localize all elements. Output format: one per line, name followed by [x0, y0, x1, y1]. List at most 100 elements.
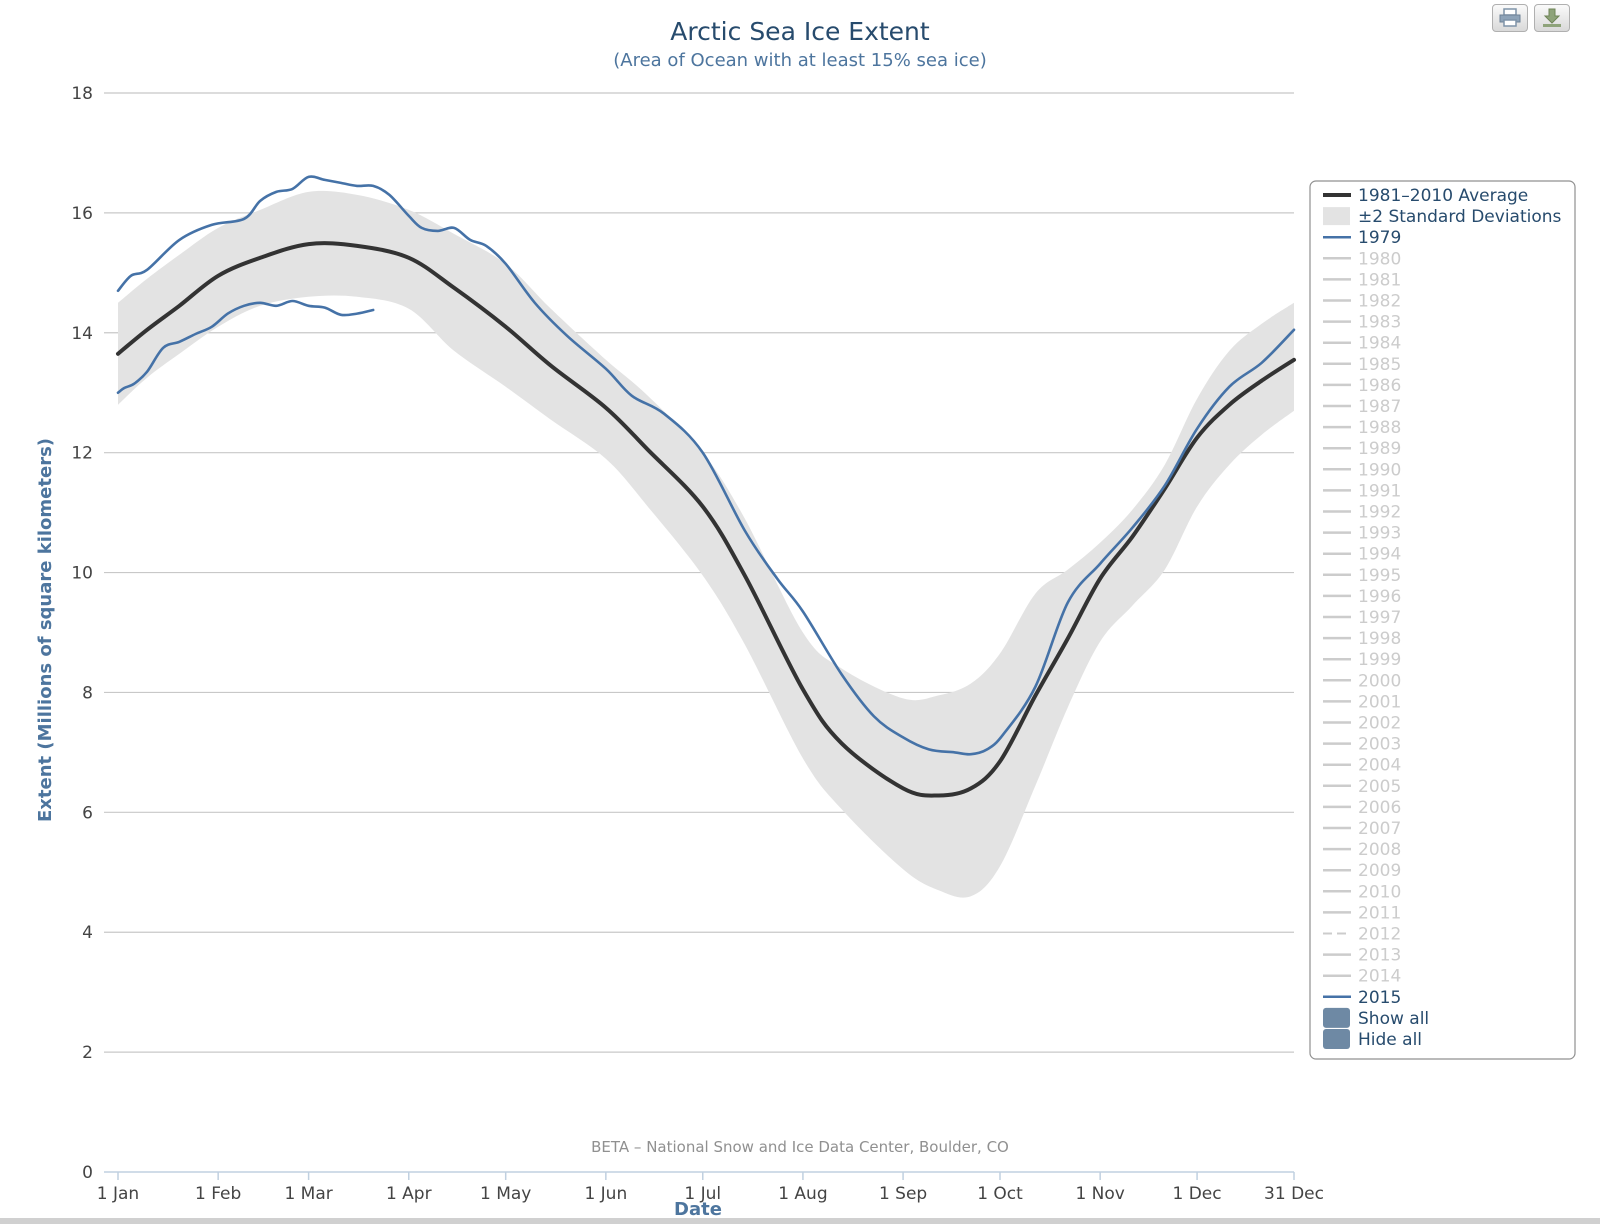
legend-label: 1994: [1358, 545, 1401, 565]
y-tick-label: 16: [71, 204, 93, 224]
legend-item-1997[interactable]: 1997: [1323, 608, 1401, 628]
legend-item-1990[interactable]: 1990: [1323, 460, 1401, 480]
print-icon: [1499, 8, 1521, 27]
legend-label: 1992: [1358, 503, 1401, 523]
legend-label: 2000: [1358, 671, 1401, 691]
legend-item-1988[interactable]: 1988: [1323, 418, 1401, 438]
legend-item-2009[interactable]: 2009: [1323, 861, 1401, 881]
legend-item-1992[interactable]: 1992: [1323, 503, 1401, 523]
x-tick-label: 31 Dec: [1264, 1184, 1324, 1204]
legend-item-2007[interactable]: 2007: [1323, 819, 1401, 839]
legend-item-2006[interactable]: 2006: [1323, 798, 1401, 818]
legend-item-1985[interactable]: 1985: [1323, 355, 1401, 375]
legend-label: 1989: [1358, 439, 1401, 459]
legend-item-1995[interactable]: 1995: [1323, 566, 1401, 586]
legend-label: 1981–2010 Average: [1358, 186, 1528, 206]
legend-label: 2001: [1358, 692, 1401, 712]
legend-symbol: [1323, 207, 1350, 226]
legend-item-2012[interactable]: 2012: [1323, 925, 1401, 945]
legend-item-2005[interactable]: 2005: [1323, 777, 1401, 797]
series-lines: [116, 175, 1296, 798]
legend-label: 1999: [1358, 650, 1401, 670]
legend-label: 1982: [1358, 292, 1401, 312]
legend-label: 2014: [1358, 967, 1401, 987]
legend-item-1986[interactable]: 1986: [1323, 376, 1401, 396]
print-button[interactable]: [1492, 4, 1528, 32]
y-tick-label: 0: [82, 1163, 93, 1183]
legend-item-1987[interactable]: 1987: [1323, 397, 1401, 417]
legend-item-1996[interactable]: 1996: [1323, 587, 1401, 607]
legend-item-2004[interactable]: 2004: [1323, 756, 1401, 776]
x-tick-label: 1 Aug: [778, 1184, 827, 1204]
legend-label: 2002: [1358, 714, 1401, 734]
legend-label: 2011: [1358, 903, 1401, 923]
legend: 1981–2010 Average±2 Standard Deviations1…: [1309, 180, 1576, 1060]
y-tick-label: 6: [82, 803, 93, 823]
legend-item-2010[interactable]: 2010: [1323, 882, 1401, 902]
legend-label: 1991: [1358, 481, 1401, 501]
x-tick-label: 1 Feb: [195, 1184, 241, 1204]
legend-item-1981-2010-average[interactable]: 1981–2010 Average: [1323, 186, 1528, 206]
legend-box: [1309, 180, 1576, 1060]
x-tick-label: 1 Apr: [386, 1184, 432, 1204]
legend-item-2015[interactable]: 2015: [1323, 988, 1401, 1008]
legend-label: 1996: [1358, 587, 1401, 607]
legend-item-2002[interactable]: 2002: [1323, 714, 1401, 734]
legend-item-1982[interactable]: 1982: [1323, 292, 1401, 312]
legend-label: 1985: [1358, 355, 1401, 375]
x-tick-label: 1 Mar: [284, 1184, 332, 1204]
x-tick-label: 1 Jul: [684, 1184, 721, 1204]
legend-item-1981[interactable]: 1981: [1323, 270, 1401, 290]
legend-item--2-standard-deviations[interactable]: ±2 Standard Deviations: [1323, 207, 1562, 227]
legend-item-1998[interactable]: 1998: [1323, 629, 1401, 649]
legend-item-2013[interactable]: 2013: [1323, 946, 1401, 966]
legend-label: 2008: [1358, 840, 1401, 860]
chart-credits[interactable]: BETA – National Snow and Ice Data Center…: [591, 1138, 1009, 1156]
chart-subtitle: (Area of Ocean with at least 15% sea ice…: [613, 50, 986, 71]
legend-item-1983[interactable]: 1983: [1323, 313, 1401, 333]
legend-label: 1983: [1358, 313, 1401, 333]
legend-item-2000[interactable]: 2000: [1323, 671, 1401, 691]
legend-item-1984[interactable]: 1984: [1323, 334, 1401, 354]
y-tick-label: 8: [82, 683, 93, 703]
legend-label: 2013: [1358, 946, 1401, 966]
legend-label: 2004: [1358, 756, 1401, 776]
legend-item-2011[interactable]: 2011: [1323, 903, 1401, 923]
legend-item-1979[interactable]: 1979: [1323, 228, 1401, 248]
legend-label: 2010: [1358, 882, 1401, 902]
legend-item-1994[interactable]: 1994: [1323, 545, 1401, 565]
y-tick-label: 10: [71, 564, 93, 584]
legend-label: 1981: [1358, 270, 1401, 290]
legend-label: 1984: [1358, 334, 1401, 354]
legend-item-2008[interactable]: 2008: [1323, 840, 1401, 860]
legend-item-hide-all[interactable]: Hide all: [1323, 1029, 1422, 1050]
legend-label: 2005: [1358, 777, 1401, 797]
series-line-1979[interactable]: [116, 299, 375, 394]
legend-item-2001[interactable]: 2001: [1323, 692, 1401, 712]
legend-item-1980[interactable]: 1980: [1323, 249, 1401, 269]
legend-item-1991[interactable]: 1991: [1323, 481, 1401, 501]
y-tick-label: 18: [71, 84, 93, 104]
legend-item-1993[interactable]: 1993: [1323, 524, 1401, 544]
legend-label: 1987: [1358, 397, 1401, 417]
legend-item-1999[interactable]: 1999: [1323, 650, 1401, 670]
legend-item-show-all[interactable]: Show all: [1323, 1007, 1429, 1029]
legend-item-2003[interactable]: 2003: [1323, 735, 1401, 755]
x-axis-ticks: 1 Jan 1 Feb 1 Mar 1 Apr 1 May 1 Jun 1 Jul 1 Aug…: [97, 1172, 1324, 1204]
legend-item-1989[interactable]: 1989: [1323, 439, 1401, 459]
y-tick-label: 12: [71, 444, 93, 464]
x-tick-label: 1 May: [480, 1184, 531, 1204]
x-tick-label: 1 Oct: [977, 1184, 1023, 1204]
download-button[interactable]: [1534, 4, 1570, 32]
legend-item-2014[interactable]: 2014: [1323, 967, 1401, 987]
legend-label: 2003: [1358, 735, 1401, 755]
x-tick-label: 1 Jan: [97, 1184, 139, 1204]
legend-label: 1979: [1358, 228, 1401, 248]
legend-label: Hide all: [1358, 1030, 1422, 1050]
x-tick-label: 1 Nov: [1075, 1184, 1124, 1204]
legend-label: 1986: [1358, 376, 1401, 396]
series-line-1981-2010-average[interactable]: [116, 241, 1296, 798]
legend-label: 1980: [1358, 249, 1401, 269]
series-line-2015[interactable]: [116, 175, 1296, 756]
